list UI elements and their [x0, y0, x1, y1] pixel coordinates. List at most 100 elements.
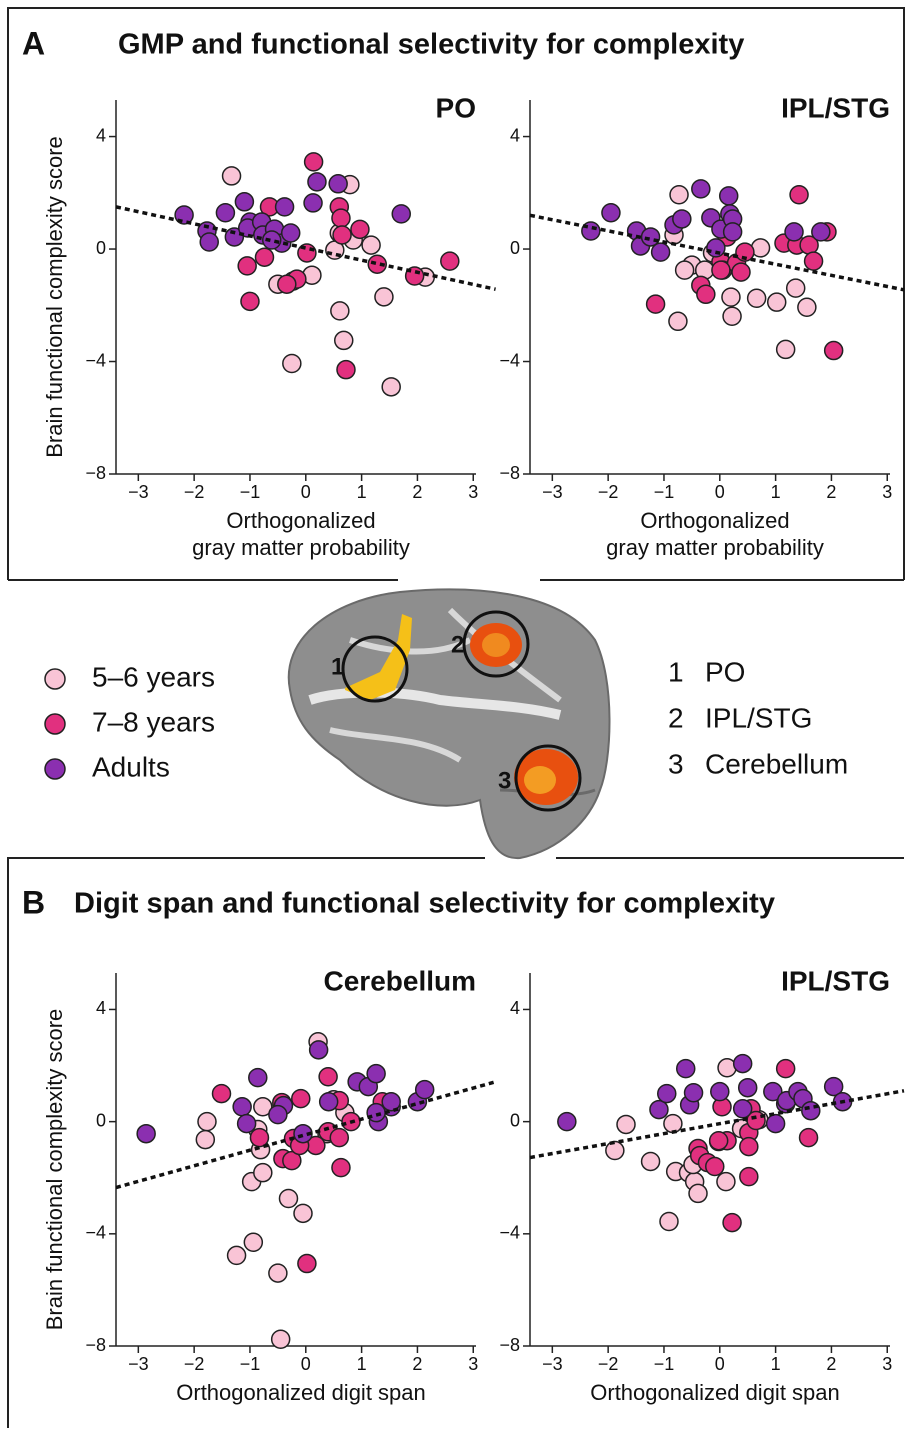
point	[739, 1166, 759, 1187]
y-tick-label: −4	[499, 1223, 520, 1243]
point	[240, 291, 260, 312]
brain-label: 2	[451, 631, 464, 658]
point	[605, 1140, 625, 1161]
x-axis-label: gray matter probability	[192, 535, 410, 560]
point	[331, 208, 351, 228]
point	[274, 197, 295, 217]
point	[766, 292, 787, 312]
region-name: PO	[705, 656, 745, 687]
region-name: IPL/STG	[705, 702, 812, 733]
point	[318, 1091, 339, 1112]
point	[199, 232, 219, 252]
y-tick-label: 0	[96, 238, 106, 258]
y-tick-label: 4	[510, 125, 520, 145]
point	[197, 1111, 217, 1132]
point	[282, 1150, 302, 1171]
y-axis-label: Brain functional complexity score	[42, 1009, 67, 1331]
y-tick-label: −8	[499, 1335, 520, 1355]
point	[711, 260, 731, 280]
point	[557, 1111, 577, 1132]
y-tick-label: −4	[85, 1223, 106, 1243]
x-tick-label: 3	[468, 482, 478, 502]
x-tick-label: −2	[184, 1354, 205, 1374]
brain-image	[287, 588, 611, 860]
x-tick-label: 3	[882, 1354, 892, 1374]
panel-title: Digit span and functional selectivity fo…	[74, 888, 775, 920]
point	[293, 1203, 313, 1224]
x-tick-label: 1	[357, 1354, 367, 1374]
point	[669, 185, 689, 205]
point	[675, 1058, 696, 1079]
point	[381, 1091, 401, 1112]
y-tick-label: −4	[499, 350, 520, 370]
x-axis-label: Orthogonalized	[226, 508, 375, 533]
legend-marker	[44, 713, 66, 735]
point	[616, 1114, 636, 1135]
point	[277, 274, 297, 294]
point	[261, 230, 282, 250]
panel-letter: A	[22, 25, 45, 61]
point	[318, 1067, 338, 1087]
point	[221, 166, 242, 186]
point	[722, 1212, 742, 1233]
point	[722, 222, 743, 242]
point	[195, 1129, 216, 1150]
point	[823, 1076, 844, 1097]
trend-line	[529, 213, 905, 292]
point	[708, 1130, 729, 1151]
point	[775, 339, 796, 360]
y-tick-label: 0	[96, 1110, 106, 1130]
point	[282, 353, 302, 374]
point	[211, 1083, 232, 1104]
point	[215, 203, 236, 223]
point	[336, 359, 356, 380]
point	[737, 1077, 758, 1098]
point	[739, 1136, 759, 1157]
x-axis-label: Orthogonalized digit span	[176, 1380, 426, 1405]
point	[716, 1171, 736, 1192]
point	[234, 192, 255, 212]
chart-title: Cerebellum	[324, 965, 477, 996]
point	[640, 1151, 661, 1172]
x-tick-label: −2	[598, 482, 619, 502]
y-tick-label: −8	[85, 463, 106, 483]
point	[823, 340, 844, 361]
point	[332, 225, 352, 245]
point	[136, 1123, 156, 1144]
point	[367, 254, 387, 274]
chart-title: IPL/STG	[781, 92, 890, 123]
trend-line	[529, 1089, 905, 1160]
point	[811, 222, 831, 242]
point	[797, 297, 817, 317]
point	[329, 1127, 350, 1148]
x-axis-label: Orthogonalized	[640, 508, 789, 533]
region-number: 3	[668, 748, 684, 779]
point	[333, 330, 354, 351]
point	[718, 186, 739, 206]
point	[803, 251, 824, 271]
y-tick-label: −4	[85, 350, 106, 370]
point	[330, 301, 350, 321]
x-tick-label: −2	[184, 482, 205, 502]
point	[303, 152, 324, 172]
point	[268, 1104, 288, 1125]
point	[732, 1098, 753, 1119]
x-tick-label: −1	[654, 1354, 675, 1374]
point	[253, 1162, 273, 1183]
point	[659, 1211, 679, 1232]
point	[735, 242, 755, 262]
x-tick-label: −3	[128, 482, 149, 502]
point	[224, 227, 245, 247]
brain-label: 3	[498, 767, 511, 794]
point	[232, 1097, 252, 1117]
point	[691, 179, 711, 199]
region-number: 2	[668, 702, 684, 733]
legend-marker	[44, 668, 66, 690]
point	[650, 242, 671, 262]
trend-line	[115, 205, 496, 291]
y-tick-label: 4	[96, 998, 106, 1018]
point	[765, 1113, 786, 1134]
y-tick-label: 4	[96, 125, 106, 145]
x-tick-label: 1	[771, 1354, 781, 1374]
x-tick-label: 2	[826, 1354, 836, 1374]
